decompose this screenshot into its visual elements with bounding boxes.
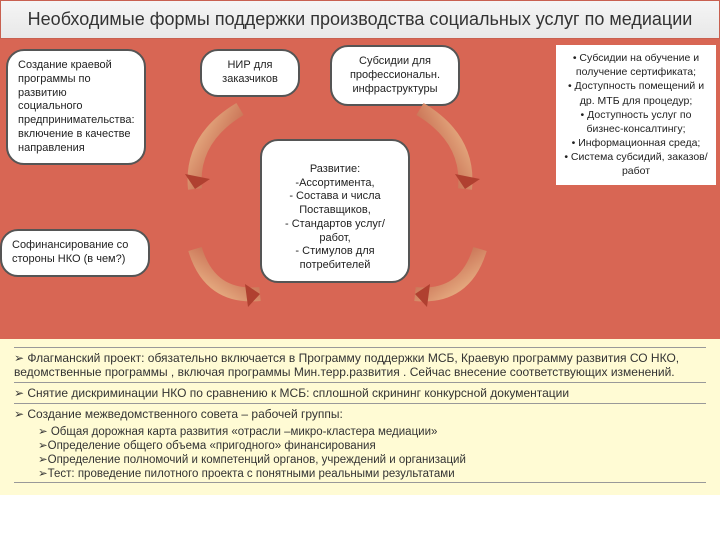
bullet-3: • Доступность услуг по бизнес-консалтинг… <box>564 108 708 136</box>
bullet-4: • Информационная среда; <box>564 136 708 150</box>
arrow-bottom-right <box>395 239 505 319</box>
subnote-volume: ➢Определение общего объема «пригодного» … <box>38 438 706 452</box>
box-development-text: Развитие: -Ассортимента, - Состава и чис… <box>285 163 385 271</box>
note-council: ➢ Создание межведомственного совета – ра… <box>14 407 706 421</box>
box-subsidy-text: Субсидии для профессиональн. инфраструкт… <box>350 55 440 95</box>
arrow-right-down <box>400 99 500 219</box>
box-cofinance: Софинансирование со стороны НКО (в чем?) <box>0 229 150 277</box>
bullet-2: • Доступность помещений и др. МТБ для пр… <box>564 79 708 107</box>
note-flagship: ➢ Флагманский проект: обязательно включа… <box>14 351 706 379</box>
note-discrimination: ➢ Снятие дискриминации НКО по сравнению … <box>14 386 706 400</box>
box-program: Создание краевой программы по развитию с… <box>6 49 146 165</box>
slide-title: Необходимые формы поддержки производства… <box>0 0 720 39</box>
bullet-list: • Субсидии на обучение и получение серти… <box>556 45 716 185</box>
diagram-area: Создание краевой программы по развитию с… <box>0 39 720 339</box>
box-program-text: Создание краевой программы по развитию с… <box>18 59 135 154</box>
bullet-1: • Субсидии на обучение и получение серти… <box>564 51 708 79</box>
arrow-left-down <box>170 99 270 219</box>
title-text: Необходимые формы поддержки производства… <box>28 9 693 29</box>
subnote-competence: ➢Определение полномочий и компетенций ор… <box>38 452 706 466</box>
subnote-roadmap: ➢ Общая дорожная карта развития «отрасли… <box>38 424 706 438</box>
subnote-test: ➢Тест: проведение пилотного проекта с по… <box>38 466 706 480</box>
box-development: Развитие: -Ассортимента, - Состава и чис… <box>260 139 410 283</box>
box-cofinance-text: Софинансирование со стороны НКО (в чем?) <box>12 239 128 265</box>
box-nir: НИР для заказчиков <box>200 49 300 97</box>
box-subsidy: Субсидии для профессиональн. инфраструкт… <box>330 45 460 106</box>
bottom-notes: ➢ Флагманский проект: обязательно включа… <box>0 339 720 495</box>
bullet-5: • Система субсидий, заказов/работ <box>564 150 708 178</box>
box-nir-text: НИР для заказчиков <box>222 59 278 85</box>
